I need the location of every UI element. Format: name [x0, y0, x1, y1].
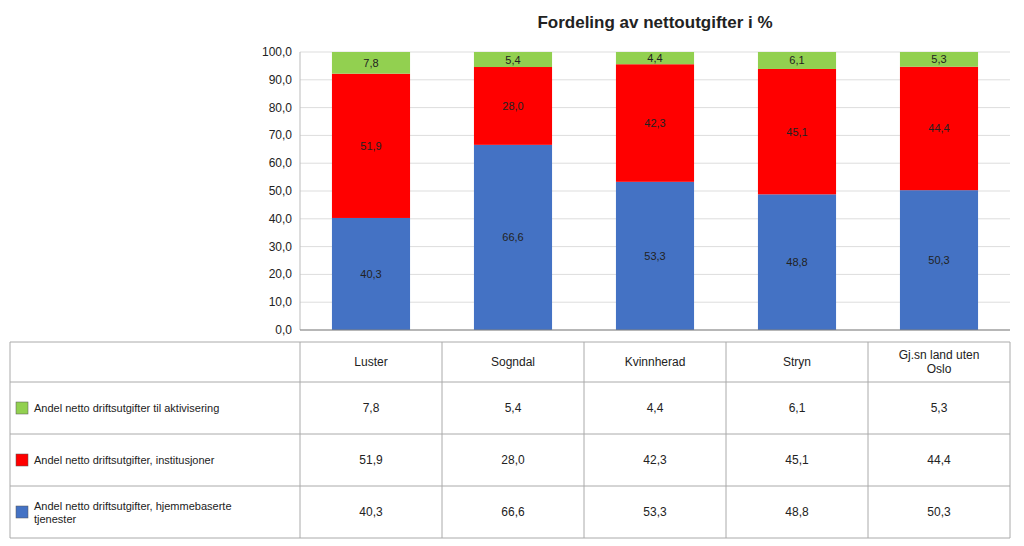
- title: Fordeling av nettoutgifter i %: [537, 13, 772, 32]
- series-label: Andel netto driftsutgifter til aktiviser…: [34, 402, 219, 414]
- series-label: Andel netto driftsutgifter, institusjone…: [34, 454, 215, 466]
- bar-segment: [758, 69, 836, 194]
- bar-segment: [616, 182, 694, 330]
- table-value: 5,4: [505, 401, 522, 415]
- bar-segment: [474, 145, 552, 330]
- bars: [332, 52, 978, 330]
- legend-swatch: [16, 454, 28, 466]
- data-label: 48,8: [786, 256, 807, 268]
- table-value: 44,4: [927, 453, 951, 467]
- data-table: Luster Sogndal Kvinnherad Stryn Gj.sn land u…: [10, 342, 1010, 538]
- data-label: 53,3: [644, 250, 665, 262]
- table-value: 45,1: [785, 453, 809, 467]
- data-label: 51,9: [360, 140, 381, 152]
- bar-segment: [332, 74, 410, 218]
- table-rule: [300, 342, 301, 538]
- data-label: 28,0: [502, 100, 523, 112]
- table-rule: [10, 342, 11, 538]
- category-label: Stryn: [783, 355, 811, 369]
- data-label: 66,6: [502, 231, 523, 243]
- table-rule: [10, 342, 1010, 343]
- table-value: 4,4: [647, 401, 664, 415]
- bar-segment: [900, 67, 978, 190]
- data-labels: 40,3 51,9 7,8 66,6 28,0 5,4 53,3 42,3 4,4 48,8 45,…: [360, 52, 949, 280]
- data-label: 6,1: [789, 54, 804, 66]
- y-tick-label: 70,0: [269, 128, 293, 142]
- bar-segment: [900, 190, 978, 330]
- chart: Fordeling av nettoutgifter i % 0,0 10,0 20,…: [0, 0, 1024, 546]
- bar-segment: [332, 218, 410, 330]
- table-rule: [1010, 342, 1011, 538]
- data-label: 40,3: [360, 268, 381, 280]
- bar-segment: [474, 67, 552, 145]
- table-value: 53,3: [643, 505, 667, 519]
- table-rule: [442, 342, 443, 538]
- table-rule: [726, 342, 727, 538]
- category-label: Luster: [354, 355, 387, 369]
- bar-segment: [616, 52, 694, 64]
- table-rule: [10, 538, 1010, 539]
- data-label: 50,3: [928, 254, 949, 266]
- data-label: 44,4: [928, 122, 949, 134]
- category-label: Kvinnherad: [625, 355, 686, 369]
- table-rule: [868, 342, 869, 538]
- table-value: 6,1: [789, 401, 806, 415]
- legend-swatch: [16, 402, 28, 414]
- table-rule: [584, 342, 585, 538]
- y-tick-label: 20,0: [269, 267, 293, 281]
- bar-segment: [332, 52, 410, 74]
- y-tick-label: 30,0: [269, 240, 293, 254]
- table-value: 28,0: [501, 453, 525, 467]
- data-label: 5,4: [505, 54, 520, 66]
- table-rule: [10, 382, 1010, 383]
- y-axis: [300, 52, 301, 330]
- grid-line: [300, 330, 1010, 331]
- table-value: 42,3: [643, 453, 667, 467]
- table-value: 51,9: [359, 453, 383, 467]
- bar-segment: [758, 194, 836, 330]
- bar-segment: [474, 52, 552, 67]
- table-value: 50,3: [927, 505, 951, 519]
- y-tick-label: 0,0: [275, 323, 292, 337]
- bar-segment: [616, 64, 694, 182]
- table-rule: [10, 486, 1010, 487]
- bar-segment: [900, 52, 978, 67]
- data-label: 42,3: [644, 117, 665, 129]
- grid: [300, 52, 1010, 330]
- y-tick-label: 60,0: [269, 156, 293, 170]
- table-value: 66,6: [501, 505, 525, 519]
- category-label: Sogndal: [491, 355, 535, 369]
- y-tick-label: 50,0: [269, 184, 293, 198]
- y-tick-label: 100,0: [262, 45, 292, 59]
- y-tick-label: 40,0: [269, 212, 293, 226]
- table-rule: [10, 434, 1010, 435]
- y-tick-label: 80,0: [269, 101, 293, 115]
- y-tick-label: 10,0: [269, 295, 293, 309]
- data-label: 4,4: [647, 52, 662, 64]
- series-label: Andel netto driftsutgifter, hjemmebasert…: [34, 500, 232, 525]
- legend-swatch: [16, 506, 28, 518]
- table-value: 48,8: [785, 505, 809, 519]
- bar-segment: [758, 52, 836, 69]
- data-label: 45,1: [786, 126, 807, 138]
- data-label: 5,3: [931, 53, 946, 65]
- table-value: 5,3: [931, 401, 948, 415]
- category-label: Gj.sn land utenOslo: [899, 348, 980, 376]
- y-tick-label: 90,0: [269, 73, 293, 87]
- table-value: 40,3: [359, 505, 383, 519]
- table-value: 7,8: [363, 401, 380, 415]
- data-label: 7,8: [363, 57, 378, 69]
- x-axis: [300, 330, 1010, 331]
